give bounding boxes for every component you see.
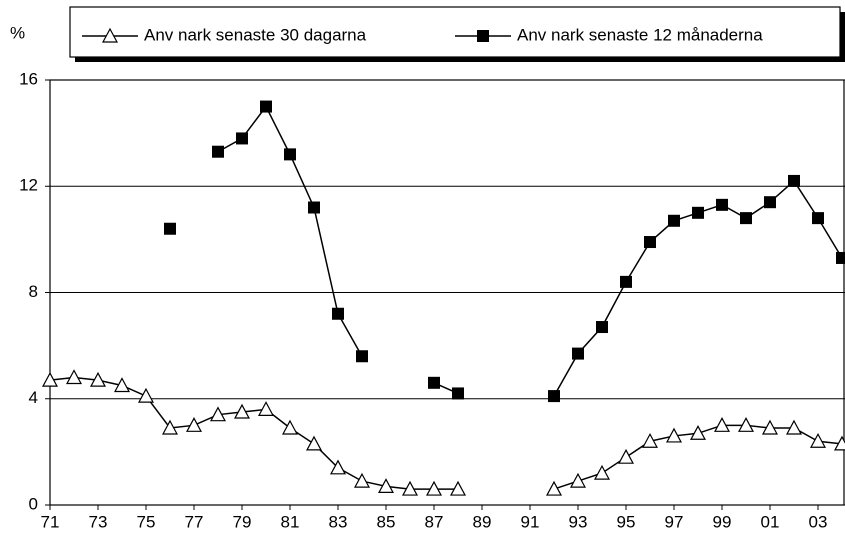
triangle-marker bbox=[329, 459, 347, 475]
square-marker bbox=[428, 376, 440, 389]
triangle-marker bbox=[185, 417, 203, 432]
square-marker bbox=[740, 212, 752, 225]
square-marker bbox=[596, 321, 608, 334]
x-tick-label: 95 bbox=[617, 512, 636, 531]
triangle-marker bbox=[833, 435, 845, 451]
triangle-marker bbox=[545, 480, 563, 496]
square-marker bbox=[212, 145, 224, 158]
y-axis-label: % bbox=[10, 23, 25, 42]
y-tick-label: 0 bbox=[29, 494, 38, 513]
square-marker bbox=[260, 100, 272, 113]
triangle-marker bbox=[161, 419, 179, 435]
triangle-marker bbox=[113, 377, 131, 393]
square-marker bbox=[477, 30, 489, 42]
x-tick-label: 97 bbox=[665, 512, 684, 531]
x-tick-label: 01 bbox=[761, 512, 780, 531]
legend-label: Anv nark senaste 12 månaderna bbox=[517, 25, 763, 44]
triangle-marker bbox=[449, 480, 467, 496]
square-marker bbox=[332, 307, 344, 320]
square-marker bbox=[788, 174, 800, 187]
triangle-marker bbox=[65, 369, 83, 385]
triangle-marker bbox=[353, 472, 371, 488]
triangle-marker bbox=[305, 435, 323, 451]
triangle-marker bbox=[281, 419, 299, 435]
x-tick-label: 79 bbox=[233, 512, 252, 531]
square-marker bbox=[620, 275, 632, 288]
x-tick-label: 87 bbox=[425, 512, 444, 531]
series-line bbox=[49, 376, 458, 490]
y-tick-label: 4 bbox=[29, 388, 38, 407]
x-tick-label: 73 bbox=[89, 512, 108, 531]
x-tick-label: 81 bbox=[281, 512, 300, 531]
x-tick-label: 91 bbox=[521, 512, 540, 531]
triangle-marker bbox=[425, 480, 443, 496]
triangle-marker bbox=[101, 27, 119, 43]
square-marker bbox=[764, 196, 776, 209]
square-marker bbox=[356, 350, 368, 363]
square-marker bbox=[284, 148, 296, 161]
triangle-marker bbox=[137, 387, 155, 403]
x-tick-label: 77 bbox=[185, 512, 204, 531]
x-tick-label: 99 bbox=[713, 512, 732, 531]
square-marker bbox=[548, 390, 560, 403]
triangle-marker bbox=[737, 417, 755, 432]
y-tick-label: 16 bbox=[19, 69, 38, 88]
square-marker bbox=[308, 201, 320, 214]
x-tick-label: 75 bbox=[137, 512, 156, 531]
triangle-marker bbox=[617, 448, 635, 464]
y-tick-label: 8 bbox=[29, 282, 38, 301]
triangle-marker bbox=[89, 371, 107, 387]
x-tick-label: 03 bbox=[809, 512, 828, 531]
plot-frame bbox=[49, 79, 845, 506]
square-marker bbox=[812, 212, 824, 225]
legend bbox=[69, 6, 841, 58]
square-marker bbox=[236, 132, 248, 145]
triangle-marker bbox=[689, 425, 707, 440]
triangle-marker bbox=[809, 432, 827, 448]
square-marker bbox=[668, 214, 680, 227]
square-marker bbox=[644, 236, 656, 249]
triangle-marker bbox=[785, 419, 803, 435]
square-marker bbox=[836, 251, 845, 264]
x-tick-label: 93 bbox=[569, 512, 588, 531]
triangle-marker bbox=[713, 417, 731, 432]
triangle-marker bbox=[761, 419, 779, 435]
triangle-marker bbox=[41, 371, 59, 387]
triangle-marker bbox=[641, 432, 659, 448]
x-tick-label: 89 bbox=[473, 512, 492, 531]
x-tick-label: 71 bbox=[41, 512, 60, 531]
square-marker bbox=[452, 387, 464, 400]
legend-label: Anv nark senaste 30 dagarna bbox=[144, 25, 367, 44]
y-tick-label: 12 bbox=[19, 176, 38, 195]
x-tick-label: 83 bbox=[329, 512, 348, 531]
triangle-marker bbox=[401, 480, 419, 496]
square-marker bbox=[164, 222, 176, 235]
triangle-marker bbox=[377, 478, 395, 494]
square-marker bbox=[716, 198, 728, 211]
square-marker bbox=[572, 347, 584, 360]
triangle-marker bbox=[569, 472, 587, 488]
triangle-marker bbox=[233, 403, 251, 419]
triangle-marker bbox=[257, 401, 275, 416]
x-tick-label: 85 bbox=[377, 512, 396, 531]
triangle-marker bbox=[665, 427, 683, 443]
triangle-marker bbox=[209, 406, 227, 422]
square-marker bbox=[692, 206, 704, 219]
triangle-marker bbox=[593, 464, 611, 480]
